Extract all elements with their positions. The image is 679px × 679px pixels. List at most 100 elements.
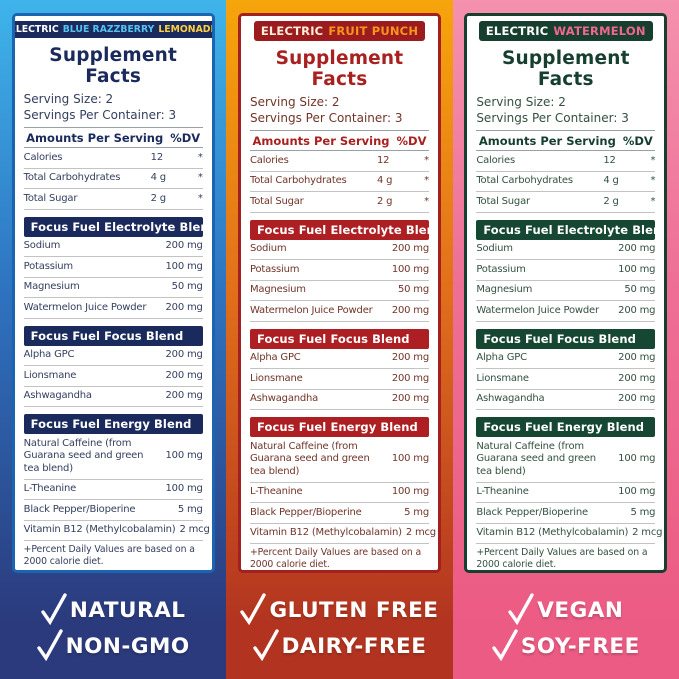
blend-row-watermelon-juice: Watermelon Juice Powder 200 mg	[476, 301, 656, 322]
ingredient-name: L-Theanine	[476, 486, 529, 498]
supplement-facts-card: ELECTRIC FRUIT PUNCH Supplement Facts Se…	[237, 13, 441, 573]
nutrient-value: 2 g	[603, 195, 619, 207]
ingredient-value: 50 mg	[397, 284, 429, 296]
badge-label: SOY-FREE	[520, 634, 640, 659]
ingredient-name: Black Pepper/Bioperine	[23, 503, 136, 515]
amounts-header: Amounts Per Serving %DV	[476, 131, 656, 152]
ingredient-name: Potassium	[249, 263, 300, 275]
supplement-facts-title: Supplement Facts	[49, 45, 178, 87]
flavor-band-pill: ELECTRIC FRUIT PUNCH	[253, 21, 426, 41]
flavor-secondary-name: LEMONADE	[158, 24, 215, 35]
ingredient-value: 200 mg	[391, 243, 429, 255]
blend-row-lionsmane: Lionsmane 200 mg	[249, 369, 429, 390]
blend-row-sodium: Sodium 200 mg	[249, 240, 429, 261]
flavor-band-pill: ELECTRIC BLUE RAZZBERRY LEMONADE	[14, 21, 215, 38]
nutrient-name: Total Sugar	[476, 195, 530, 207]
checkmark-icon	[240, 593, 267, 625]
ingredient-name: L-Theanine	[249, 486, 303, 498]
panel-watermelon: ELECTRIC WATERMELON Supplement Facts Ser…	[452, 0, 679, 679]
ingredient-name: Ashwagandha	[476, 393, 545, 405]
facts-body: Supplement Facts Serving Size: 2 Serving…	[15, 40, 212, 570]
ingredient-value: 200 mg	[165, 390, 203, 402]
divider	[23, 127, 203, 129]
ingredient-name: Vitamin B12 (Methylcobalamin)	[476, 527, 629, 539]
blend-row-caffeine: Natural Caffeine (from Guarana seed and …	[476, 437, 656, 483]
ingredient-value: 200 mg	[391, 352, 429, 364]
dv-label: %DV	[170, 131, 201, 146]
flavor-name: FRUIT PUNCH	[328, 24, 419, 38]
ingredient-value: 100 mg	[391, 453, 429, 465]
daily-values-footnote: +Percent Daily Values are based on a 200…	[476, 547, 648, 571]
badge-natural: NATURAL	[41, 593, 185, 625]
daily-values-footnote: +Percent Daily Values are based on a 200…	[23, 544, 195, 568]
ingredient-name: Sodium	[476, 243, 513, 255]
nutrient-name: Total Sugar	[23, 192, 78, 204]
blend-row-sodium: Sodium 200 mg	[476, 240, 656, 261]
nutrient-row-carbs: Total Carbohydrates 4 g *	[249, 172, 429, 193]
ingredient-value: 2 mcg	[179, 524, 210, 536]
blend-row-alpha-gpc: Alpha GPC 200 mg	[23, 346, 203, 367]
focus-blend-header: Focus Fuel Focus Blend	[23, 325, 203, 346]
badge-label: DAIRY-FREE	[281, 634, 427, 659]
ingredient-name: Vitamin B12 (Methylcobalamin)	[23, 524, 176, 536]
flavor-band: ELECTRIC BLUE RAZZBERRY LEMONADE	[14, 16, 215, 40]
badge-non-gmo: NON-GMO	[36, 629, 190, 661]
blend-row-ashwagandha: Ashwagandha 200 mg	[23, 387, 203, 408]
ingredient-name: Lionsmane	[23, 369, 77, 381]
nutrient-dv: *	[197, 172, 203, 184]
ingredient-name: Black Pepper/Bioperine	[249, 506, 362, 518]
checkmark-icon	[492, 629, 518, 661]
blend-row-caffeine: Natural Caffeine (from Guarana seed and …	[23, 434, 203, 480]
ingredient-name: Ashwagandha	[249, 393, 319, 405]
ingredient-name: Watermelon Juice Powder	[249, 304, 373, 316]
nutrient-value: 4 g	[150, 172, 166, 184]
ingredient-value: 100 mg	[618, 486, 656, 498]
ingredient-name: Sodium	[23, 240, 61, 252]
electrolyte-blend-header: Focus Fuel Electrolyte Blend	[23, 216, 212, 237]
ingredient-value: 200 mg	[391, 393, 429, 405]
nutrient-dv: *	[650, 175, 656, 187]
badge-dairy-free: DAIRY-FREE	[252, 629, 427, 661]
ingredient-name: Watermelon Juice Powder	[476, 304, 599, 316]
badge-area: NATURAL NON-GMO	[0, 573, 226, 679]
blend-row-black-pepper: Black Pepper/Bioperine 5 mg	[249, 503, 429, 524]
ingredient-name: Lionsmane	[476, 372, 529, 384]
ingredient-value: 100 mg	[391, 486, 429, 498]
blend-row-magnesium: Magnesium 50 mg	[249, 281, 429, 302]
ingredient-name: Potassium	[476, 263, 526, 275]
amounts-per-serving-label: Amounts Per Serving	[478, 134, 616, 149]
ingredient-value: 50 mg	[624, 284, 656, 296]
ingredient-value: 200 mg	[391, 372, 429, 384]
ingredient-value: 200 mg	[165, 369, 203, 381]
nutrient-name: Calories	[249, 154, 289, 166]
nutrient-dv: *	[424, 154, 429, 166]
serving-size: Serving Size: 2	[23, 92, 114, 106]
electrolyte-blend-header: Focus Fuel Electrolyte Blend	[476, 219, 664, 240]
nutrient-row-sugar: Total Sugar 2 g *	[476, 192, 656, 213]
dv-label: %DV	[622, 134, 653, 149]
blend-row-watermelon-juice: Watermelon Juice Powder 200 mg	[249, 301, 429, 322]
blend-row-black-pepper: Black Pepper/Bioperine 5 mg	[476, 503, 656, 524]
ingredient-name: Potassium	[23, 260, 74, 272]
blend-row-potassium: Potassium 100 mg	[476, 260, 656, 281]
amounts-header: Amounts Per Serving %DV	[249, 131, 429, 152]
blend-row-lionsmane: Lionsmane 200 mg	[23, 366, 203, 387]
ingredient-name: Watermelon Juice Powder	[23, 301, 147, 313]
ingredient-value: 100 mg	[165, 483, 203, 495]
ingredient-name: Black Pepper/Bioperine	[476, 506, 588, 518]
badge-area: GLUTEN FREE DAIRY-FREE	[226, 573, 452, 679]
ingredient-value: 5 mg	[404, 506, 429, 518]
ingredient-value: 200 mg	[165, 240, 203, 252]
supplement-facts-card: ELECTRIC WATERMELON Supplement Facts Ser…	[464, 13, 668, 573]
flavor-name: WATERMELON	[553, 24, 646, 38]
blend-row-watermelon-juice: Watermelon Juice Powder 200 mg	[23, 298, 203, 319]
nutrient-dv: *	[650, 154, 656, 166]
supplement-facts-title: Supplement Facts	[501, 48, 630, 90]
ingredient-value: 200 mg	[618, 352, 656, 364]
servings-per-container: Servings Per Container: 3	[476, 110, 629, 125]
divider	[249, 130, 429, 132]
blend-row-black-pepper: Black Pepper/Bioperine 5 mg	[23, 500, 203, 521]
ingredient-value: 2 mcg	[405, 527, 436, 539]
blend-row-vitamin-b12: Vitamin B12 (Methylcobalamin) 2 mcg	[476, 524, 662, 545]
nutrient-dv: *	[197, 192, 203, 204]
